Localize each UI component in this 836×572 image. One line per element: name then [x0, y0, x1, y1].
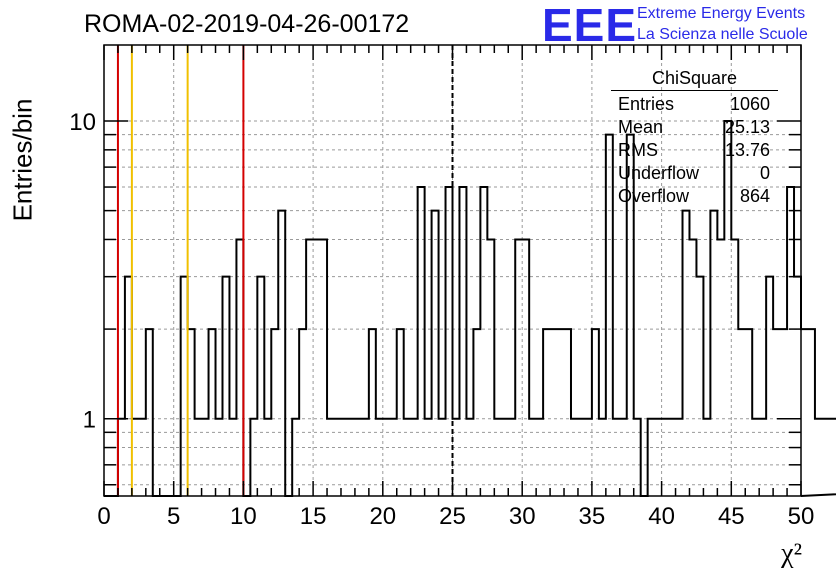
stats-key: Underflow [618, 163, 700, 183]
histogram-layer [104, 119, 836, 497]
stats-row-entries: Entries 1060 [611, 94, 770, 116]
stats-row-underflow: Underflow 0 [611, 163, 770, 185]
stats-value: 0 [759, 163, 770, 183]
y-tick-label: 1 [83, 407, 96, 434]
eee-logo: EEE Extreme Energy Events La Scienza nel… [542, 2, 836, 48]
x-tick-label: 10 [230, 503, 257, 530]
x-tick-label: 50 [788, 503, 815, 530]
x-tick-label: 15 [300, 503, 327, 530]
tick-labels-layer: 0 5 10 15 20 25 30 35 40 45 50 1 10 [69, 109, 814, 530]
stats-divider [611, 90, 778, 91]
x-tick-label: 25 [439, 503, 466, 530]
stats-key: Entries [618, 94, 675, 114]
logo-mark: EEE [542, 0, 638, 51]
stats-box: ChiSquare Entries 1060 Mean 25.13 RMS 13… [611, 66, 778, 208]
stats-value: 13.76 [724, 140, 770, 160]
stats-title: ChiSquare [651, 68, 738, 88]
x-tick-label: 35 [579, 503, 606, 530]
x-tick-label: 30 [509, 503, 536, 530]
axes-layer [103, 44, 802, 497]
x-tick-label: 40 [648, 503, 675, 530]
x-tick-label: 5 [167, 503, 180, 530]
stats-key: RMS [618, 140, 658, 160]
run-title: ROMA-02-2019-04-26-00172 [84, 10, 410, 38]
stats-row-overflow: Overflow 864 [611, 186, 770, 208]
histogram-outline [104, 119, 836, 497]
stats-value: 864 [739, 186, 770, 206]
stats-value: 25.13 [724, 117, 770, 137]
stats-value: 1060 [729, 94, 770, 114]
x-tick-label: 0 [97, 503, 110, 530]
logo-line-2: La Scienza nelle Scuole [637, 26, 808, 43]
stats-row-mean: Mean 25.13 [611, 117, 770, 139]
stats-key: Mean [618, 117, 664, 137]
reference-lines-layer [116, 45, 454, 496]
stats-row-rms: RMS 13.76 [611, 140, 770, 162]
x-tick-label: 20 [369, 503, 396, 530]
y-tick-label: 10 [69, 109, 96, 136]
stats-key: Overflow [618, 186, 690, 206]
x-tick-label: 45 [718, 503, 745, 530]
x-axis-label: χ² [781, 538, 802, 569]
logo-line-1: Extreme Energy Events [637, 5, 806, 22]
